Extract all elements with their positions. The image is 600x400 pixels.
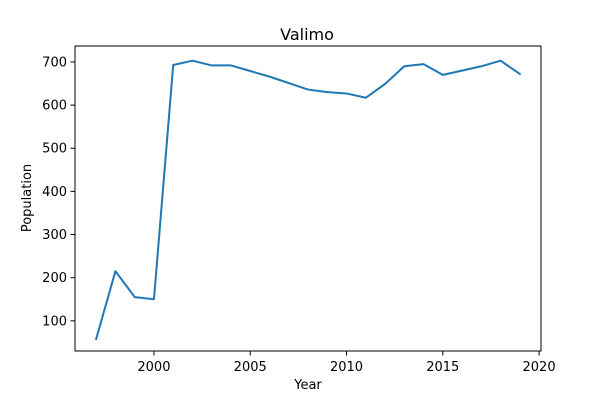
y-tick-label: 400	[42, 185, 67, 200]
y-axis-label: Population	[20, 164, 35, 232]
x-tick-label: 2005	[234, 360, 267, 375]
y-tick-label: 700	[42, 55, 67, 70]
y-tick-label: 100	[42, 314, 67, 329]
y-tick-label: 600	[42, 99, 67, 114]
y-tick-label: 300	[42, 228, 67, 243]
y-tick-label: 200	[42, 271, 67, 286]
y-axis-ticks: 100 200 300 400 500 600 700	[42, 55, 75, 329]
chart-title: Valimo	[280, 25, 334, 44]
series-line	[94, 59, 522, 341]
x-axis-label: Year	[293, 378, 322, 393]
x-tick-label: 2010	[330, 360, 363, 375]
plot-area	[94, 59, 522, 341]
x-tick-label: 2015	[426, 360, 459, 375]
x-tick-label: 2020	[523, 360, 556, 375]
x-tick-label: 2000	[137, 360, 170, 375]
plot-frame	[74, 45, 542, 352]
x-axis-ticks: 2000 2005 2010 2015 2020	[137, 351, 556, 375]
y-tick-label: 500	[42, 142, 67, 157]
